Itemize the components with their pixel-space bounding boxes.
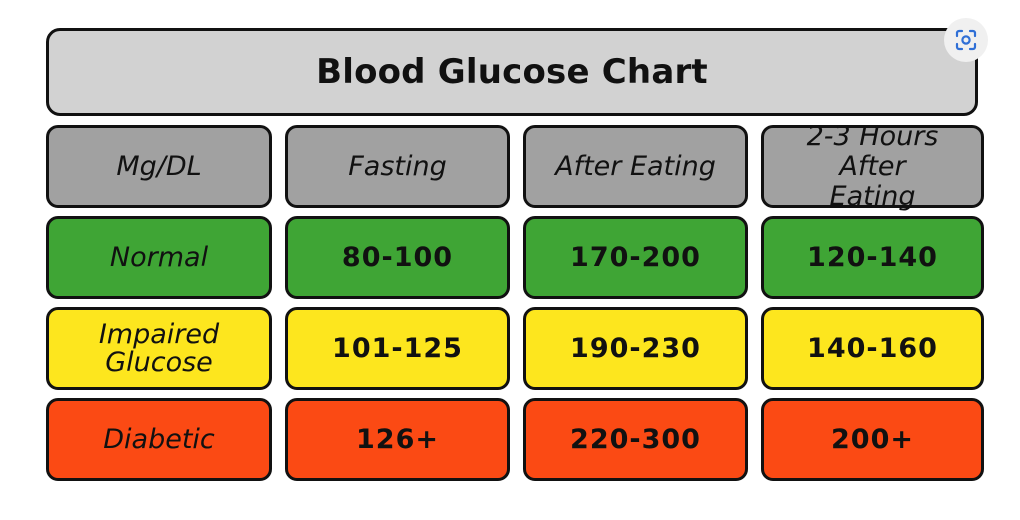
row-label-text: Normal bbox=[109, 241, 209, 273]
value-cell-normal-1: 80-100 bbox=[285, 216, 510, 299]
visual-search-button[interactable] bbox=[944, 18, 988, 62]
value-text: 190-230 bbox=[570, 333, 701, 364]
value-text: 200+ bbox=[831, 424, 914, 455]
value-cell-impaired-glucose-3: 140-160 bbox=[761, 307, 984, 390]
value-cell-impaired-glucose-2: 190-230 bbox=[523, 307, 748, 390]
header-label: After Eating bbox=[555, 150, 716, 182]
chart-title: Blood Glucose Chart bbox=[316, 52, 708, 92]
row-label-diabetic: Diabetic bbox=[46, 398, 272, 481]
image-search-icon bbox=[955, 29, 977, 51]
header-cell-after-eating: After Eating bbox=[523, 125, 748, 208]
header-cell-fasting: Fasting bbox=[285, 125, 510, 208]
header-cell-2-3-hours: 2-3 Hours After Eating bbox=[761, 121, 984, 211]
value-text: 120-140 bbox=[807, 242, 938, 273]
header-cell-mgdl: Mg/DL bbox=[46, 125, 272, 208]
value-cell-normal-3: 120-140 bbox=[761, 216, 984, 299]
row-label-text: Impaired Glucose bbox=[98, 318, 220, 378]
row-label-normal: Normal bbox=[46, 216, 272, 299]
row-label-text: Diabetic bbox=[103, 423, 215, 455]
value-text: 101-125 bbox=[332, 333, 463, 364]
value-cell-impaired-glucose-1: 101-125 bbox=[285, 307, 510, 390]
glucose-table: Mg/DL Fasting After Eating 2-3 Hours Aft… bbox=[46, 121, 984, 485]
value-text: 220-300 bbox=[570, 424, 701, 455]
chart-title-box: Blood Glucose Chart bbox=[46, 28, 978, 116]
header-label: Fasting bbox=[348, 150, 447, 182]
value-cell-diabetic-2: 220-300 bbox=[523, 398, 748, 481]
value-text: 170-200 bbox=[570, 242, 701, 273]
value-cell-normal-2: 170-200 bbox=[523, 216, 748, 299]
header-label: Mg/DL bbox=[116, 150, 202, 182]
header-label: 2-3 Hours After Eating bbox=[806, 120, 939, 212]
value-text: 140-160 bbox=[807, 333, 938, 364]
value-text: 126+ bbox=[356, 424, 439, 455]
value-cell-diabetic-1: 126+ bbox=[285, 398, 510, 481]
value-text: 80-100 bbox=[341, 242, 454, 273]
value-cell-diabetic-3: 200+ bbox=[761, 398, 984, 481]
row-label-impaired-glucose: Impaired Glucose bbox=[46, 307, 272, 390]
